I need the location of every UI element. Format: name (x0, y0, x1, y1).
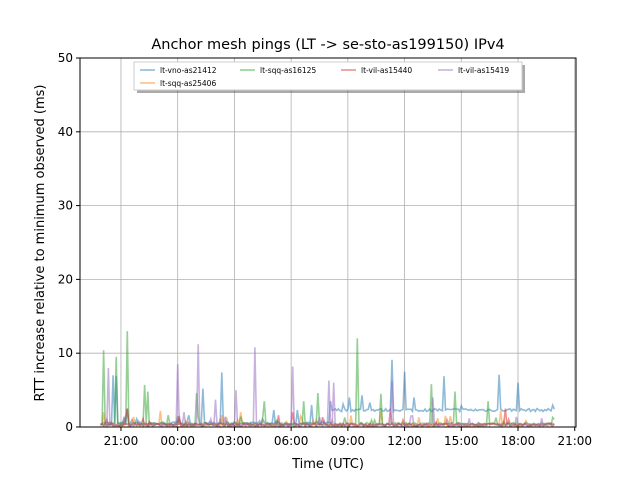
plot-frame (79, 57, 577, 428)
y-tick-label: 10 (58, 346, 73, 360)
y-tick-label: 50 (58, 51, 73, 65)
legend-label: lt-vil-as15440 (361, 66, 412, 75)
x-tick-label: 12:00 (387, 434, 422, 448)
y-tick-label: 30 (58, 199, 73, 213)
legend: lt-vno-as21412 lt-sqq-as25406 lt-sqq-as161… (133, 61, 525, 93)
y-ticks: 0 10 20 30 40 50 (58, 51, 80, 434)
y-tick-label: 40 (58, 125, 73, 139)
legend-label: lt-sqq-as16125 (260, 66, 316, 75)
x-tick-label: 15:00 (444, 434, 479, 448)
x-axis-label: Time (UTC) (291, 457, 364, 472)
x-tick-label: 18:00 (501, 434, 536, 448)
legend-label: lt-sqq-as25406 (160, 79, 216, 88)
chart-title: Anchor mesh pings (LT -> se-sto-as199150… (151, 37, 504, 53)
y-axis-label: RTT increase relative to minimum observe… (33, 85, 48, 402)
x-tick-label: 06:00 (274, 434, 309, 448)
x-tick-label: 09:00 (331, 434, 366, 448)
series-group (99, 331, 556, 429)
x-tick-label: 03:00 (217, 434, 252, 448)
grid (80, 57, 576, 428)
y-tick-label: 20 (58, 272, 73, 286)
series-line-lt-vil-as15419 (100, 344, 555, 429)
x-ticks: 21:00 00:00 03:00 06:00 09:00 12:00 15:00 18:00… (104, 427, 592, 448)
legend-label: lt-vil-as15419 (458, 66, 509, 75)
x-tick-label: 21:00 (557, 434, 592, 448)
y-tick-label: 0 (65, 420, 73, 434)
legend-label: lt-vno-as21412 (160, 66, 217, 75)
x-tick-label: 00:00 (160, 434, 195, 448)
x-tick-label: 21:00 (104, 434, 139, 448)
